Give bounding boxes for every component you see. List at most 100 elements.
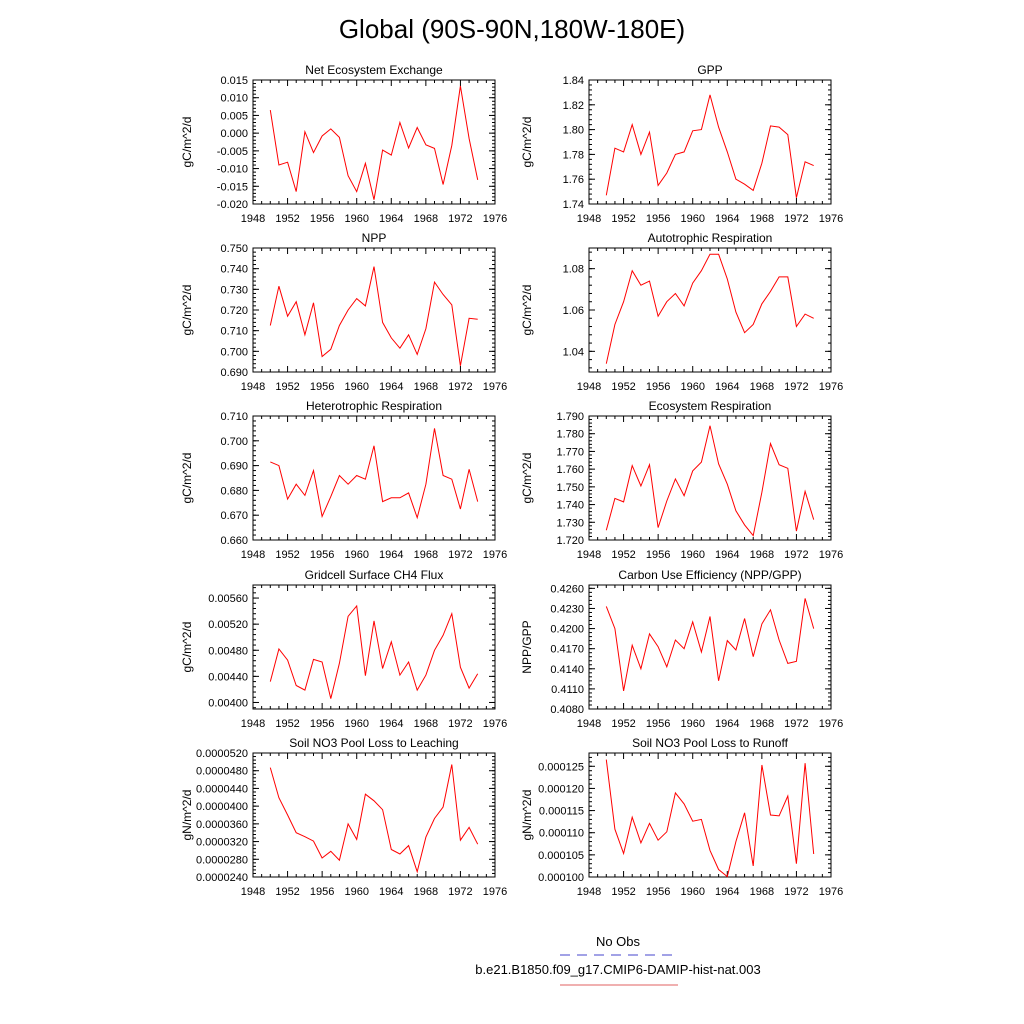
x-tick-label: 1972	[448, 213, 472, 225]
y-tick-label: 0.700	[220, 346, 248, 358]
y-tick-label: 1.780	[556, 429, 584, 441]
y-tick-label: 0.0000240	[196, 872, 248, 884]
y-tick-label: 0.000105	[538, 850, 584, 862]
x-tick-label: 1968	[414, 718, 438, 730]
x-tick-label: 1976	[819, 213, 843, 225]
chart-panel-8: Soil NO3 Pool Loss to Leaching 1948 1952 19…	[180, 736, 507, 898]
panel-title: Carbon Use Efficiency (NPP/GPP)	[618, 568, 801, 582]
x-tick-label: 1968	[414, 381, 438, 393]
x-tick-label: 1960	[680, 718, 704, 730]
x-tick-label: 1948	[577, 213, 601, 225]
y-tick-label: -0.010	[217, 164, 248, 176]
y-tick-label: 1.760	[556, 464, 584, 476]
chart-panel-2: NPP 1948 1952 1956 1960 1964 1968 1972 1976 0.690…	[180, 231, 507, 393]
x-tick-label: 1948	[241, 886, 265, 898]
y-tick-label: 1.770	[556, 446, 584, 458]
y-tick-label: 0.680	[220, 485, 248, 497]
y-tick-label: 0.0000520	[196, 748, 248, 760]
series-line	[269, 266, 478, 366]
y-tick-label: 0.4200	[550, 624, 584, 636]
y-tick-label: 0.000	[220, 128, 248, 140]
y-tick-label: 1.750	[556, 482, 584, 494]
x-tick-label: 1968	[414, 886, 438, 898]
y-tick-label: 0.000120	[538, 783, 584, 795]
x-tick-label: 1964	[379, 381, 403, 393]
x-tick-label: 1964	[379, 886, 403, 898]
plot-frame	[252, 584, 496, 710]
plot-frame	[588, 752, 832, 878]
plot-frame	[252, 752, 496, 878]
x-tick-label: 1976	[819, 549, 843, 561]
y-tick-label: 0.00520	[208, 619, 248, 631]
y-tick-label: 0.690	[220, 461, 248, 473]
legend-label-run: b.e21.B1850.f09_g17.CMIP6-DAMIP-hist-nat…	[475, 962, 760, 977]
y-tick-label: 0.730	[220, 284, 248, 296]
y-tick-label: 0.660	[220, 535, 248, 547]
y-axis-label: gC/m^2/d	[180, 285, 194, 336]
y-tick-label: 0.710	[220, 326, 248, 338]
y-tick-label: 0.00400	[208, 697, 248, 709]
panel-title: Heterotrophic Respiration	[306, 399, 442, 413]
x-tick-label: 1960	[344, 886, 368, 898]
x-tick-label: 1976	[483, 381, 507, 393]
series-line	[605, 94, 814, 198]
x-tick-label: 1956	[646, 718, 670, 730]
x-tick-label: 1972	[448, 381, 472, 393]
y-tick-label: 0.0000360	[196, 819, 248, 831]
x-tick-label: 1956	[310, 549, 334, 561]
plot-frame	[588, 584, 832, 710]
x-tick-label: 1956	[646, 886, 670, 898]
x-tick-label: 1976	[483, 549, 507, 561]
panel-title: GPP	[697, 63, 722, 77]
x-tick-label: 1972	[784, 381, 808, 393]
y-tick-label: 0.010	[220, 93, 248, 105]
panel-title: NPP	[362, 231, 387, 245]
x-tick-label: 1968	[750, 213, 774, 225]
y-tick-label: 1.04	[563, 346, 584, 358]
chart-panel-9: Soil NO3 Pool Loss to Runoff 1948 1952 1956…	[520, 736, 843, 898]
chart-panel-4: Heterotrophic Respiration 1948 1952 1956 196…	[180, 399, 507, 561]
x-tick-label: 1964	[715, 718, 739, 730]
x-tick-label: 1964	[715, 213, 739, 225]
x-tick-label: 1956	[646, 381, 670, 393]
x-tick-label: 1960	[680, 381, 704, 393]
x-tick-label: 1968	[750, 381, 774, 393]
x-tick-label: 1948	[577, 381, 601, 393]
legend: No Obs b.e21.B1850.f09_g17.CMIP6-DAMIP-h…	[475, 934, 761, 986]
x-tick-label: 1976	[483, 886, 507, 898]
series-line	[270, 428, 479, 520]
y-tick-label: 0.0000280	[196, 854, 248, 866]
y-tick-label: 0.4260	[550, 583, 584, 595]
panel-title: Gridcell Surface CH4 Flux	[305, 568, 444, 582]
y-tick-label: 1.78	[563, 149, 584, 161]
y-tick-label: 1.720	[556, 535, 584, 547]
y-axis-label: gC/m^2/d	[180, 622, 194, 673]
x-tick-label: 1976	[819, 718, 843, 730]
y-tick-label: 0.670	[220, 510, 248, 522]
x-tick-label: 1952	[611, 886, 635, 898]
y-tick-label: 0.0000480	[196, 766, 248, 778]
x-tick-label: 1960	[344, 549, 368, 561]
y-tick-label: 1.76	[563, 174, 584, 186]
panel-title: Net Ecosystem Exchange	[305, 63, 443, 77]
y-tick-label: 0.0000440	[196, 783, 248, 795]
x-tick-label: 1952	[275, 381, 299, 393]
y-axis-label: NPP/GPP	[520, 620, 534, 673]
x-tick-label: 1972	[784, 886, 808, 898]
x-tick-label: 1956	[310, 718, 334, 730]
x-tick-label: 1952	[611, 549, 635, 561]
y-tick-label: 0.00440	[208, 671, 248, 683]
y-tick-label: 0.000110	[539, 828, 584, 840]
panel-grid: Net Ecosystem Exchange 1948 1952 1956 1960 19…	[180, 63, 843, 898]
y-tick-label: 1.84	[563, 75, 584, 87]
x-tick-label: 1968	[750, 886, 774, 898]
series-line	[605, 759, 815, 878]
x-tick-label: 1960	[344, 213, 368, 225]
x-tick-label: 1968	[414, 213, 438, 225]
x-tick-label: 1964	[379, 718, 403, 730]
x-tick-label: 1952	[275, 886, 299, 898]
x-tick-label: 1948	[241, 213, 265, 225]
x-tick-label: 1948	[577, 549, 601, 561]
x-tick-label: 1952	[275, 213, 299, 225]
